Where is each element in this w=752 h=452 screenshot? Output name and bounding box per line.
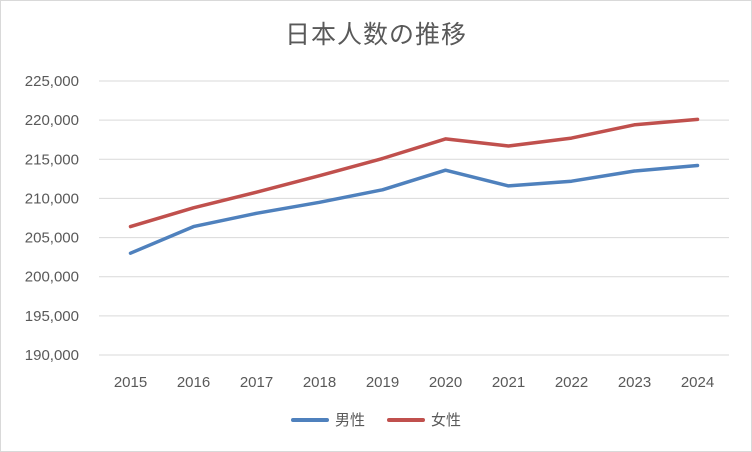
y-tick-label: 195,000 <box>25 308 79 325</box>
chart-title: 日本人数の推移 <box>284 20 467 49</box>
x-tick-label: 2017 <box>240 374 273 391</box>
series-line-female <box>128 117 700 229</box>
y-tick-label: 215,000 <box>25 151 79 168</box>
y-tick-label: 210,000 <box>25 190 79 207</box>
legend: 男性 女性 <box>1 409 751 430</box>
series-line-male <box>128 163 700 255</box>
legend-label-female: 女性 <box>431 411 462 429</box>
x-tick-label: 2016 <box>177 374 210 391</box>
y-tick-label: 200,000 <box>25 269 79 286</box>
legend-swatch-female <box>387 417 425 422</box>
legend-item-male: 男性 <box>290 409 365 430</box>
legend-swatch-male <box>290 417 329 422</box>
y-tick-label: 205,000 <box>25 230 79 247</box>
x-tick-label: 2024 <box>681 374 714 391</box>
x-tick-label: 2019 <box>366 374 399 391</box>
legend-item-female: 女性 <box>387 409 461 430</box>
x-tick-label: 2022 <box>555 374 588 391</box>
y-tick-label: 190,000 <box>25 347 79 364</box>
x-tick-label: 2020 <box>429 374 462 391</box>
x-tick-label: 2021 <box>492 374 525 391</box>
y-tick-label: 220,000 <box>25 112 79 129</box>
x-tick-label: 2023 <box>618 374 651 391</box>
x-tick-label: 2015 <box>114 374 147 391</box>
x-tick-label: 2018 <box>303 374 336 391</box>
y-tick-label: 225,000 <box>25 73 79 90</box>
legend-label-male: 男性 <box>334 411 365 429</box>
